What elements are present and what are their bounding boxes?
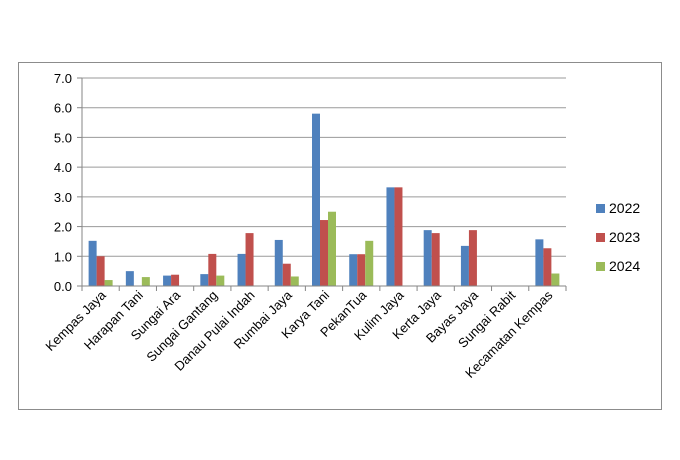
axes — [81, 78, 566, 287]
bar-2022-2 — [163, 275, 172, 286]
legend: 2022 2023 2024 — [596, 200, 640, 274]
y-tick-label: 6.0 — [54, 101, 72, 116]
bar-2023-7 — [357, 254, 366, 286]
y-tick-label: 4.0 — [54, 160, 72, 175]
legend-label-2023: 2023 — [609, 229, 640, 245]
bar-2024-5 — [290, 276, 299, 286]
bar-2023-4 — [245, 233, 254, 286]
legend-label-2022: 2022 — [609, 200, 640, 216]
bar-2022-0 — [88, 240, 97, 286]
bar-2024-1 — [141, 277, 150, 286]
bar-2024-6 — [328, 211, 336, 286]
bar-2024-0 — [104, 280, 113, 286]
legend-swatch-2023 — [596, 233, 605, 242]
legend-label-2024: 2024 — [609, 258, 640, 274]
bar-2022-8 — [386, 187, 395, 286]
bar-2022-9 — [423, 230, 432, 286]
bar-2023-8 — [394, 187, 403, 286]
legend-swatch-2022 — [596, 204, 605, 213]
y-tick-label: 5.0 — [54, 130, 72, 145]
bar-2022-7 — [349, 254, 358, 286]
bar-2023-12 — [543, 248, 552, 286]
y-tick-label: 7.0 — [54, 71, 72, 86]
bar-2023-0 — [96, 256, 105, 286]
bar-2023-2 — [171, 274, 180, 286]
bars — [88, 113, 560, 287]
bar-2023-9 — [431, 233, 440, 286]
bar-2024-12 — [551, 273, 560, 286]
bar-2022-10 — [460, 245, 469, 286]
bar-2024-3 — [216, 275, 225, 286]
y-tick-label: 0.0 — [54, 279, 72, 294]
bar-2022-4 — [237, 253, 246, 286]
bar-2024-7 — [365, 240, 374, 286]
bar-2023-6 — [320, 220, 328, 286]
y-tick-label: 3.0 — [54, 190, 72, 205]
bar-2022-12 — [535, 239, 544, 286]
bar-2023-5 — [282, 263, 291, 286]
y-tick-label: 2.0 — [54, 220, 72, 235]
legend-swatch-2024 — [596, 262, 605, 271]
bar-2022-6 — [312, 113, 320, 287]
bar-2023-3 — [208, 253, 217, 286]
bar-2022-5 — [274, 239, 283, 286]
bar-2022-1 — [125, 271, 134, 286]
bar-2022-3 — [200, 274, 209, 286]
y-tick-label: 1.0 — [54, 249, 72, 264]
chart-frame — [18, 62, 662, 410]
bar-2023-10 — [468, 230, 477, 286]
y-axis-ticks: 0.0 1.0 2.0 3.0 4.0 5.0 6.0 7.0 — [54, 71, 82, 294]
